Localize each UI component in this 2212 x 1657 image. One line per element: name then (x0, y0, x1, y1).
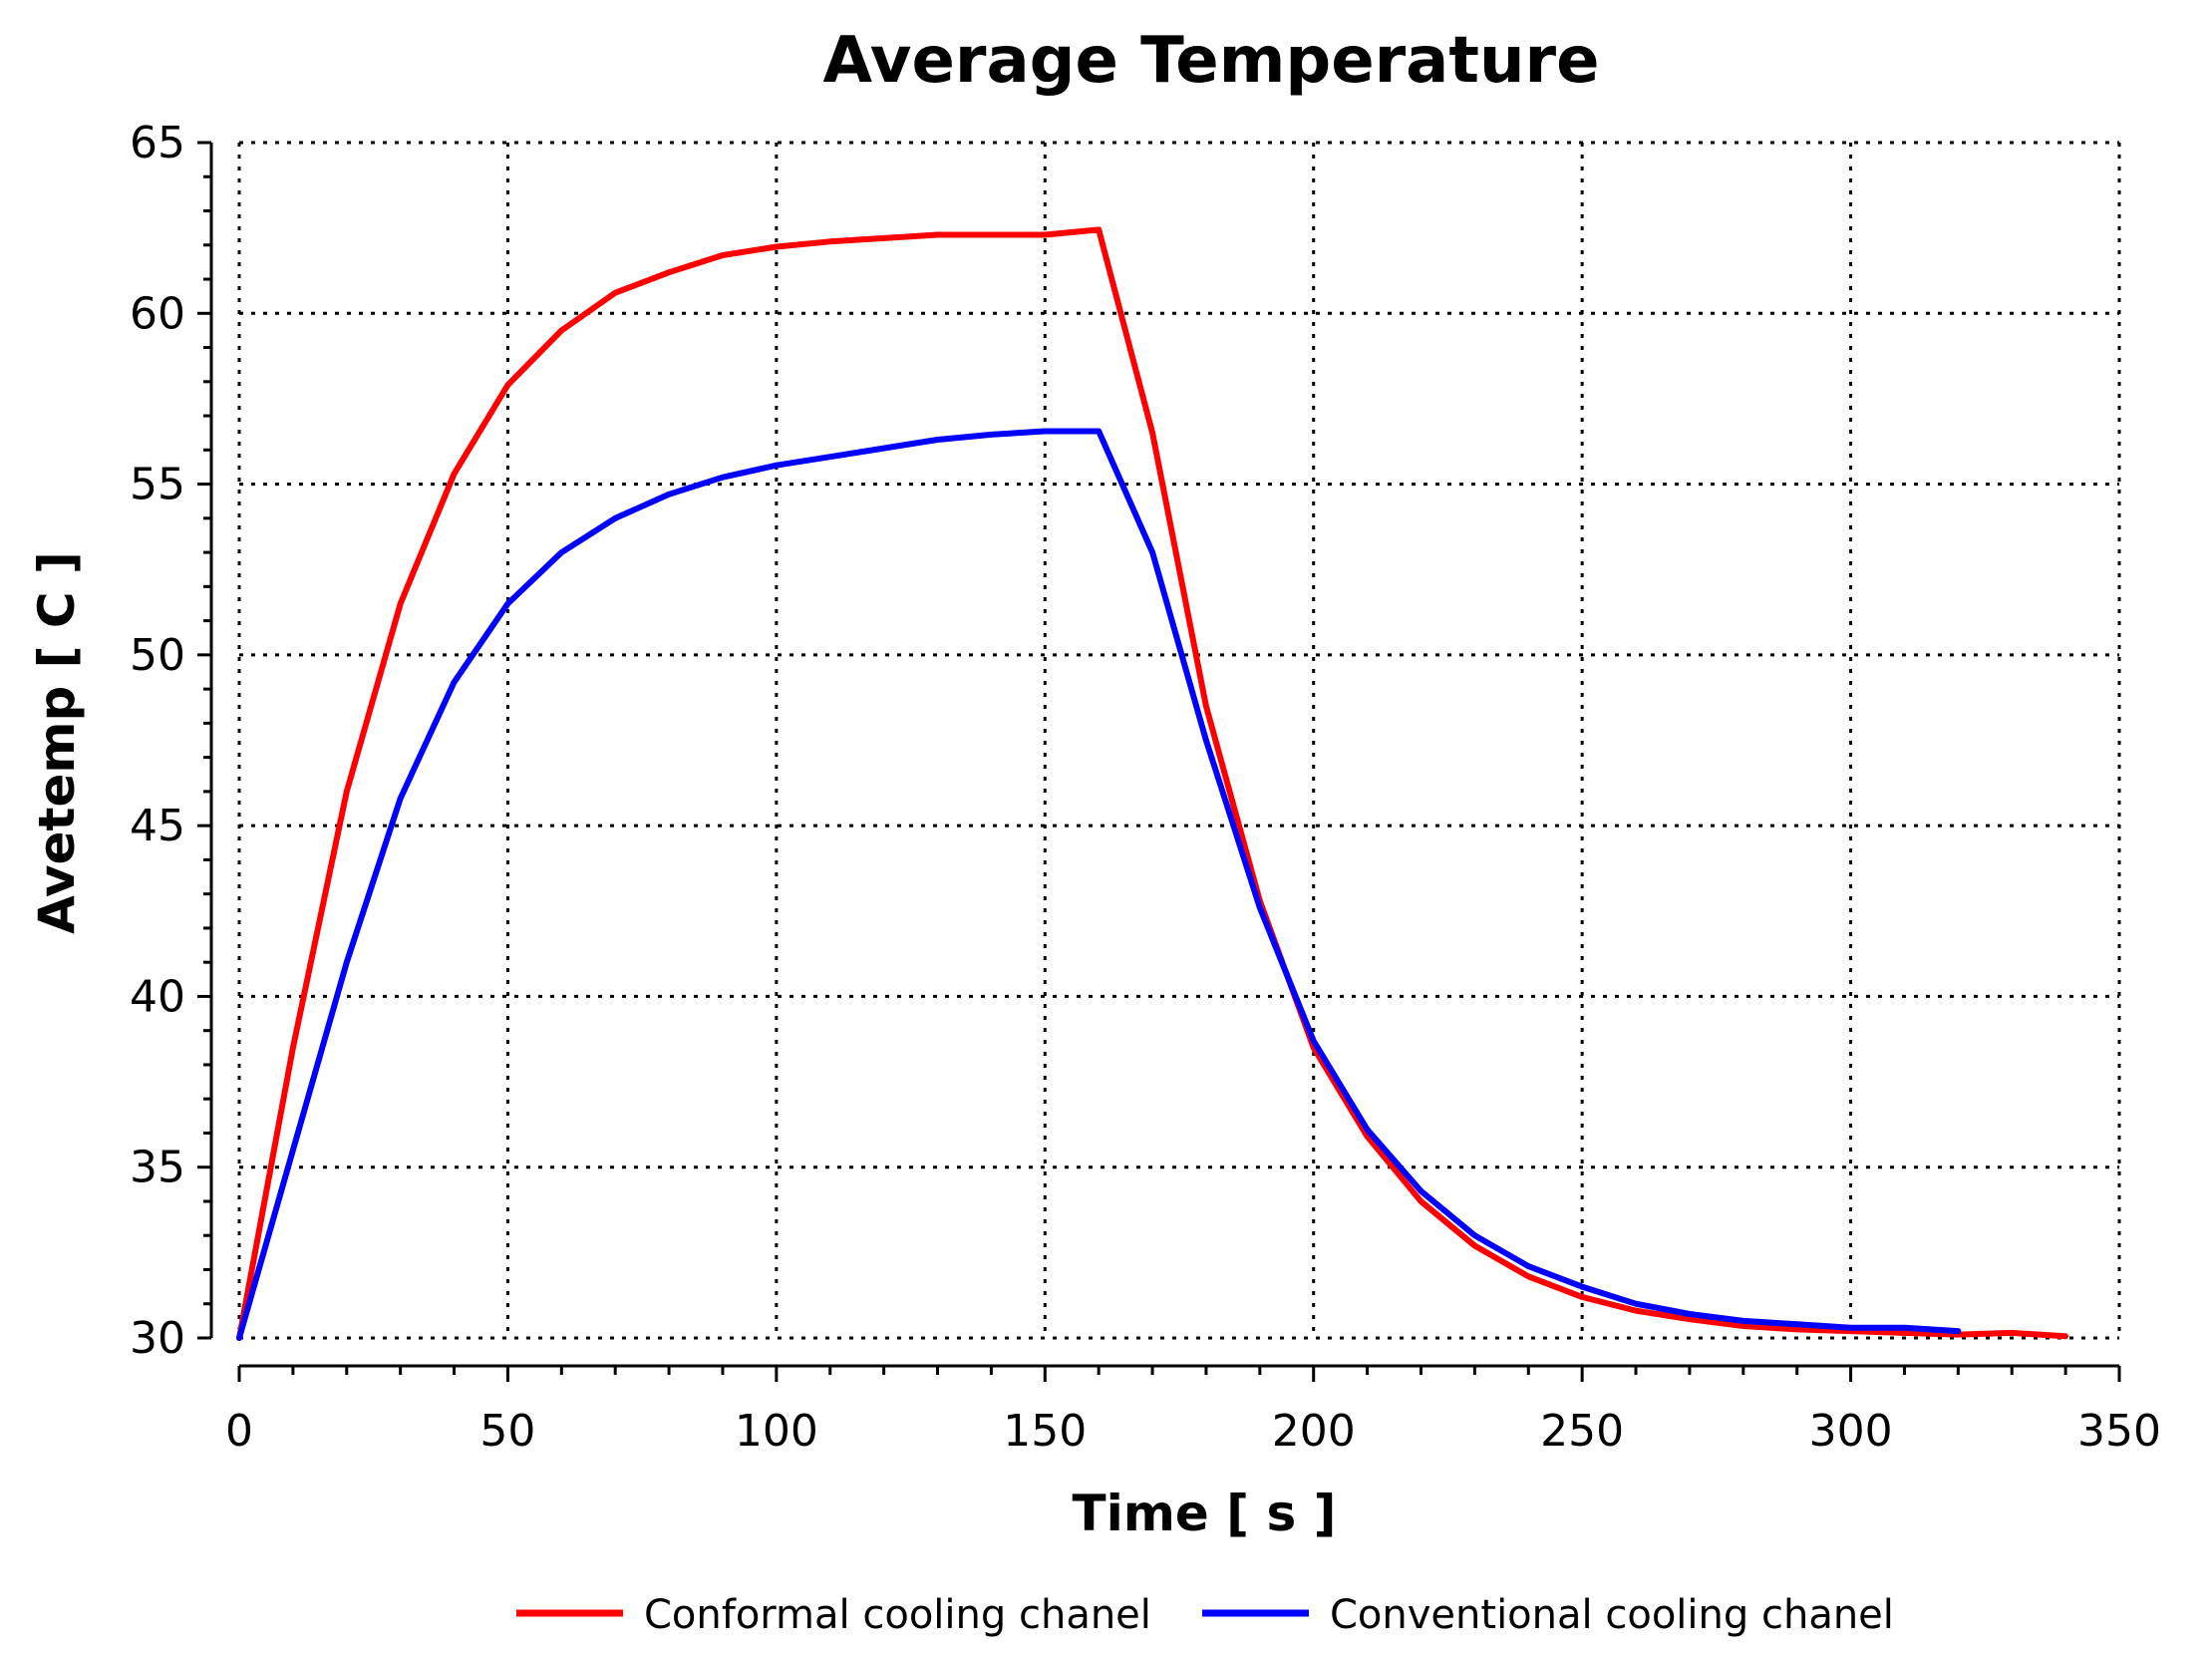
y-axis-label: Avetemp [ C ] (28, 551, 86, 934)
axes (197, 141, 2121, 1382)
x-tick-label-200: 200 (1272, 1406, 1356, 1457)
x-tick-label-300: 300 (1809, 1406, 1893, 1457)
x-tick-label-50: 50 (479, 1406, 535, 1457)
y-tick-label-45: 45 (130, 801, 185, 851)
x-tick-label-100: 100 (735, 1406, 818, 1457)
legend-label-conformal: Conformal cooling chanel (644, 1592, 1151, 1638)
legend: Conformal cooling chanel Conventional co… (516, 1592, 1894, 1638)
x-tick-label-350: 350 (2077, 1406, 2161, 1457)
tick-labels: 30 35 40 45 50 55 60 65 0 50 100 150 200 250 300 350 (130, 118, 2161, 1457)
y-tick-label-55: 55 (130, 460, 185, 510)
chart-title: Average Temperature (823, 24, 1600, 98)
y-tick-label-40: 40 (130, 971, 185, 1022)
x-tick-label-250: 250 (1540, 1406, 1624, 1457)
x-tick-label-0: 0 (225, 1406, 253, 1457)
x-tick-label-150: 150 (1003, 1406, 1087, 1457)
series-line-conformal (236, 226, 2069, 1341)
legend-label-conventional: Conventional cooling chanel (1330, 1592, 1894, 1638)
grid (237, 141, 2121, 1340)
y-tick-label-65: 65 (130, 118, 185, 168)
x-axis-label: Time [ s ] (1073, 1485, 1337, 1542)
y-tick-label-60: 60 (130, 288, 185, 339)
y-tick-label-35: 35 (130, 1143, 185, 1193)
y-tick-label-30: 30 (130, 1313, 185, 1364)
series-lines (236, 226, 2069, 1341)
series-line-conventional (236, 428, 1962, 1341)
y-tick-label-50: 50 (130, 630, 185, 681)
